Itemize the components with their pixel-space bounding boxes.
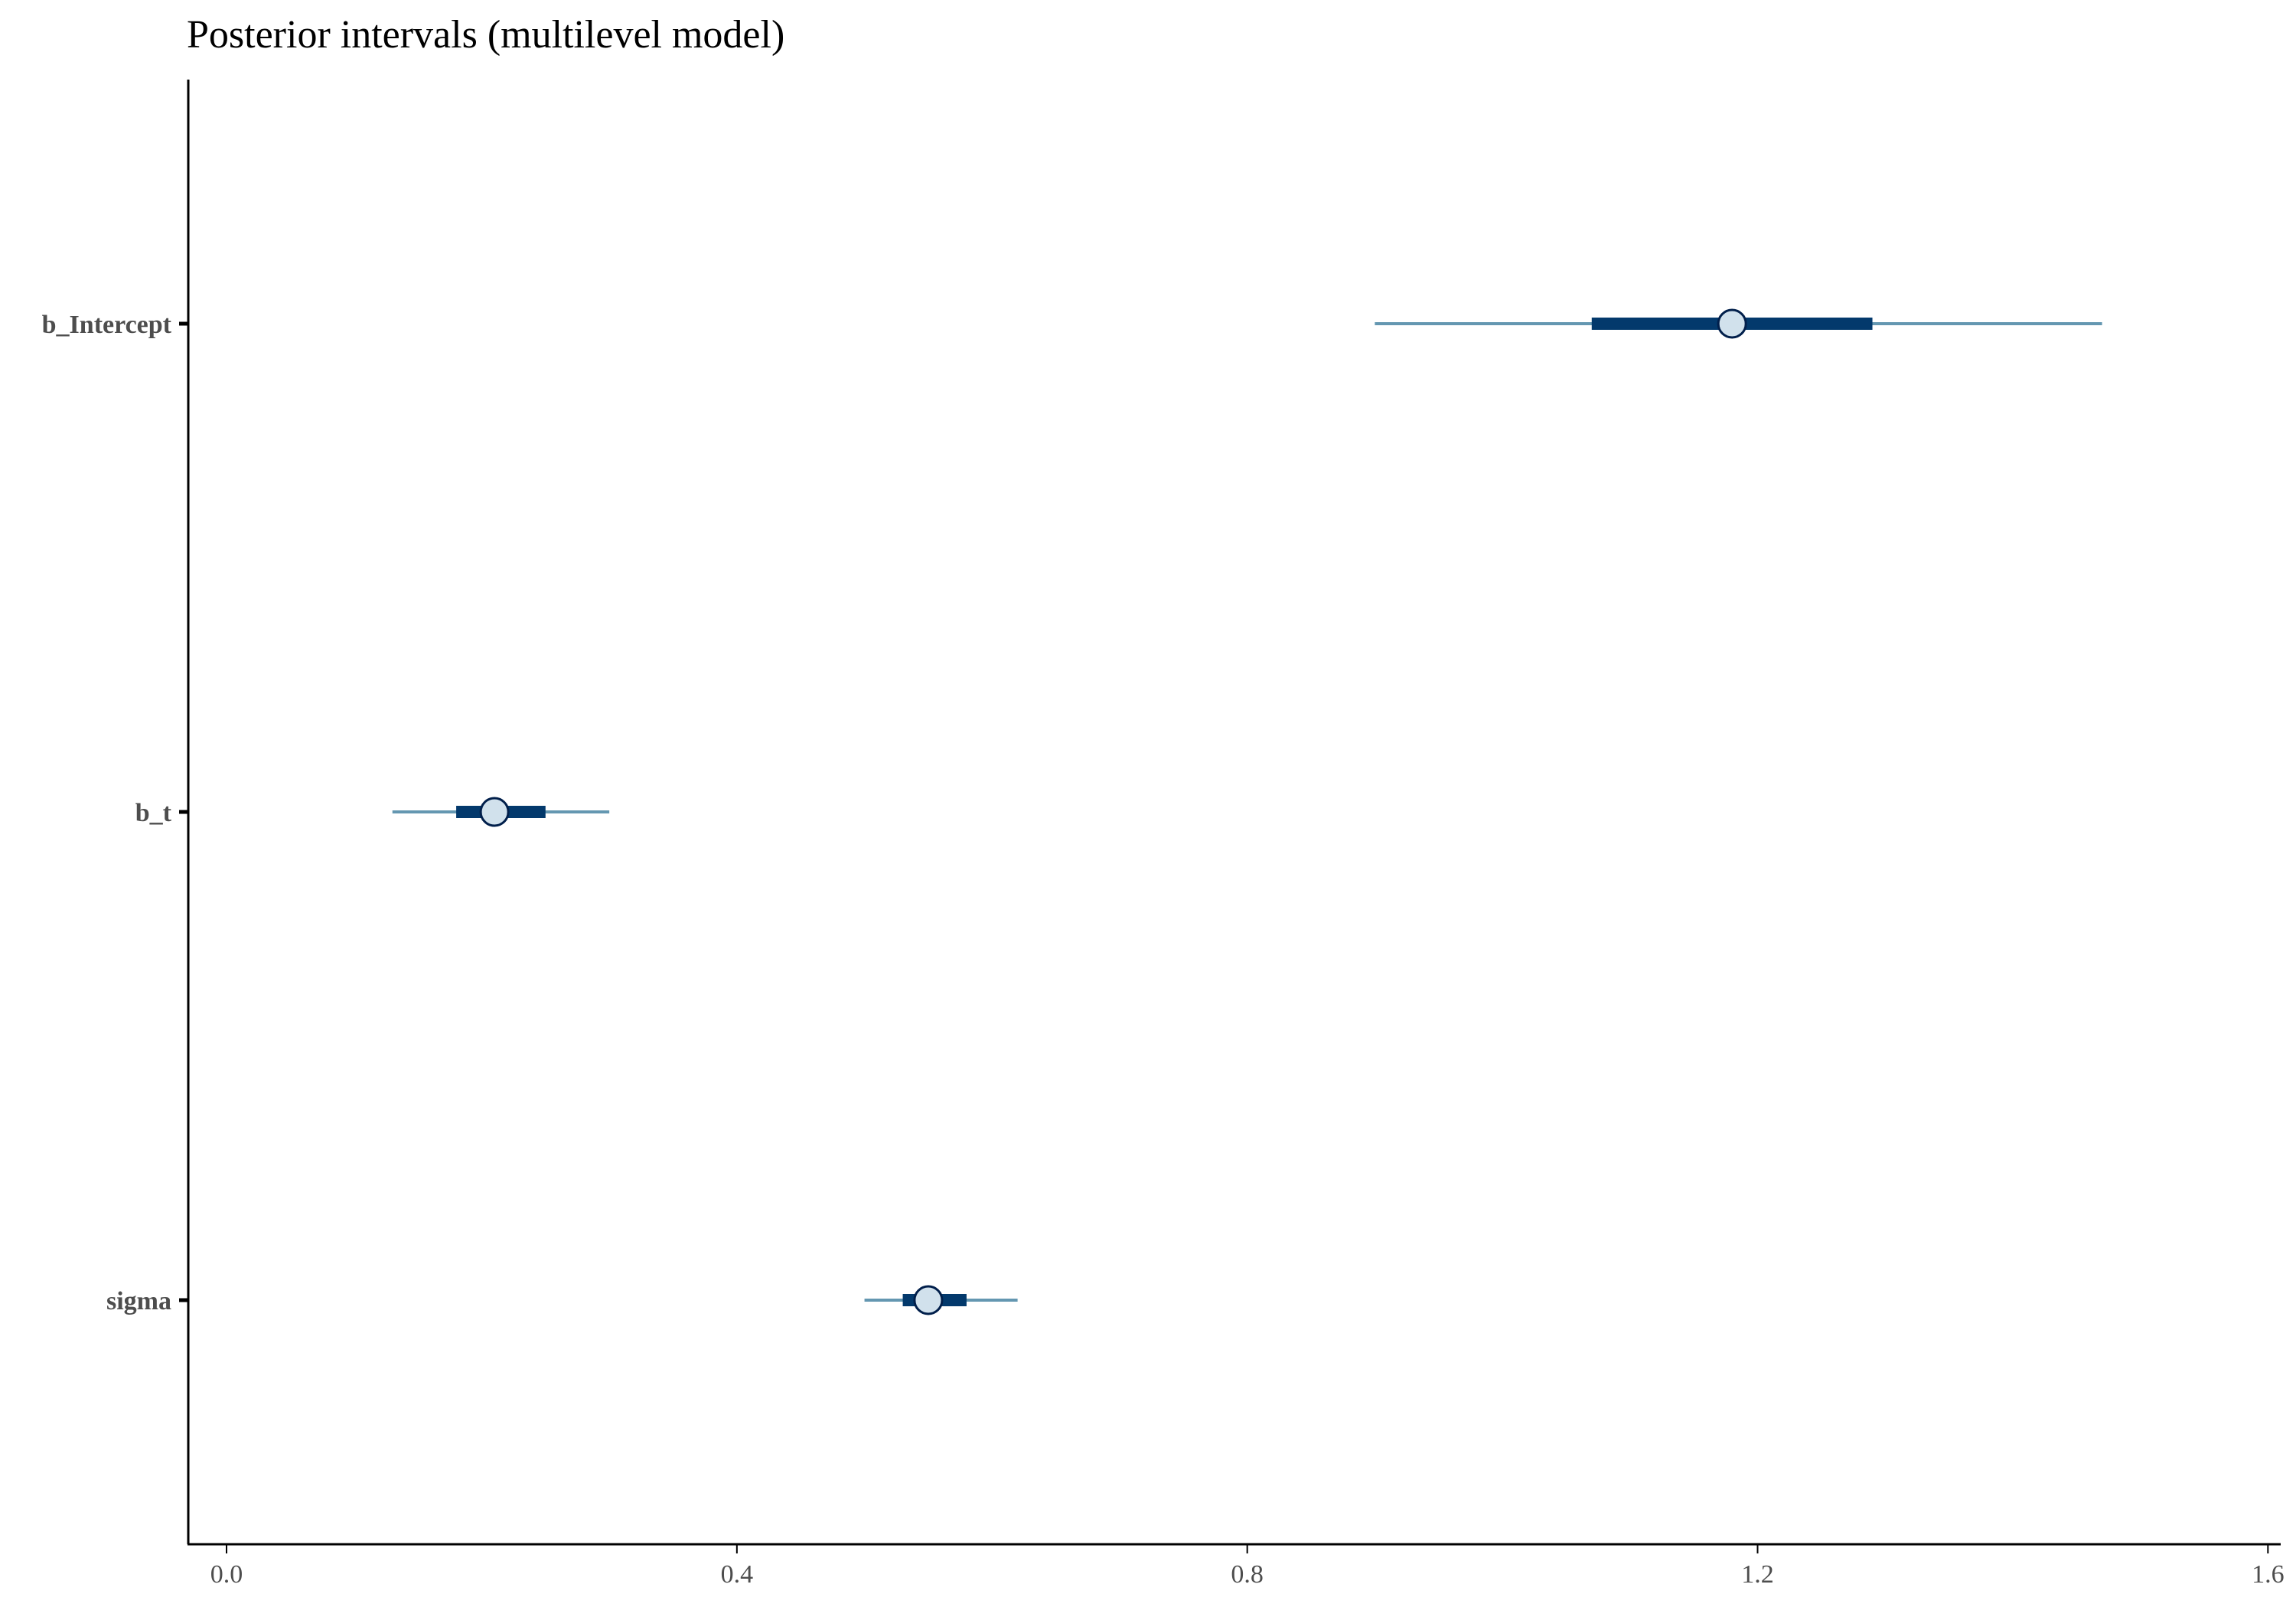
x-tick-label: 1.6 [2252, 1560, 2285, 1589]
point-estimate-sigma [913, 1285, 944, 1315]
x-tick-label: 0.8 [1231, 1560, 1264, 1589]
point-estimate-b_t [479, 797, 510, 827]
y-tick-label: b_Intercept [42, 311, 172, 339]
x-tick-label: 1.2 [1741, 1560, 1774, 1589]
y-tick-label: b_t [135, 799, 172, 827]
interval-marks [392, 308, 2102, 1315]
chart-title: Posterior intervals (multilevel model) [187, 13, 784, 57]
x-tick-label: 0.0 [210, 1560, 243, 1589]
x-axis-ticks: 0.0 0.4 0.8 1.2 1.6 [210, 1544, 2285, 1589]
point-estimate-b_Intercept [1717, 308, 1747, 339]
x-tick-label: 0.4 [721, 1560, 754, 1589]
y-tick-label: sigma [106, 1287, 171, 1315]
